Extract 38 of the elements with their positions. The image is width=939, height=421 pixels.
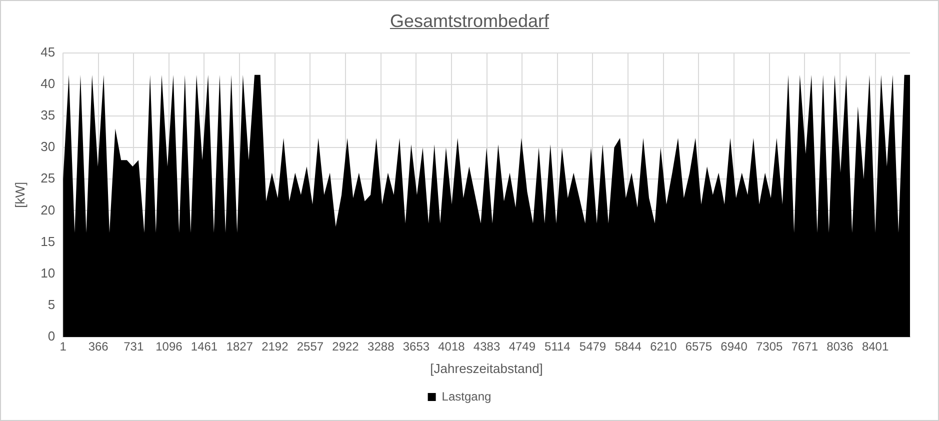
y-tick-label: 20 (40, 202, 56, 218)
x-tick-label: 4749 (508, 340, 536, 354)
y-tick-label: 45 (40, 44, 56, 60)
x-tick-label: 1461 (190, 340, 218, 354)
x-tick-label: 6940 (720, 340, 748, 354)
x-tick-label: 5479 (579, 340, 606, 354)
x-tick-label: 4383 (473, 340, 500, 354)
x-tick-label: 7305 (756, 340, 783, 354)
chart-title: Gesamtstrombedarf (388, 11, 550, 32)
legend-label: Lastgang (442, 389, 492, 404)
x-tick-label: 2922 (332, 340, 360, 354)
y-tick-label: 30 (40, 139, 56, 154)
y-tick-label: 40 (40, 76, 56, 91)
x-tick-label: 1096 (156, 340, 183, 354)
y-tick-label: 25 (40, 170, 56, 186)
y-tick-label: 15 (40, 234, 56, 249)
x-tick-label: 2192 (262, 340, 289, 354)
y-tick-label: 10 (40, 265, 56, 280)
x-tick-label: 8401 (862, 340, 889, 354)
x-tick-label: 2557 (296, 340, 324, 354)
x-tick-label: 3653 (402, 340, 430, 354)
y-tick-label: 0 (48, 328, 56, 344)
x-tick-label: 8036 (826, 340, 854, 354)
x-axis-title: [Jahreszeitabstand] (430, 360, 543, 376)
x-tick-label: 7671 (791, 340, 818, 354)
x-tick-label: 1827 (226, 340, 254, 354)
x-tick-label: 6575 (685, 340, 712, 354)
x-tick-label: 5114 (544, 340, 571, 354)
x-tick-label: 4018 (438, 340, 466, 354)
x-tick-label: 5844 (614, 340, 642, 354)
x-tick-label: 3288 (368, 340, 395, 354)
x-tick-label: 1 (60, 340, 67, 354)
x-tick-label: 366 (88, 340, 109, 354)
x-tick-label: 731 (124, 340, 144, 354)
y-tick-label: 35 (40, 108, 56, 123)
y-axis-title: [kW] (12, 182, 28, 208)
y-tick-label: 5 (48, 297, 56, 312)
x-tick-label: 6210 (650, 340, 678, 354)
